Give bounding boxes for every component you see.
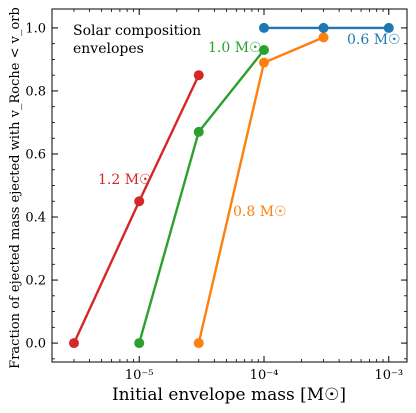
series-line: [72, 74, 200, 344]
data-point: [318, 22, 329, 33]
x-tick-label: 10⁻⁴: [250, 368, 279, 383]
annotation-line-1: Solar composition: [73, 23, 201, 39]
data-point: [193, 70, 204, 81]
y-tick-label: 0.4: [25, 211, 46, 226]
data-point: [258, 57, 269, 68]
data-point: [134, 338, 145, 349]
data-point: [383, 22, 394, 33]
x-tick-label: 10⁻³: [374, 368, 403, 383]
axis-ticks: 10⁻⁵ 10⁻⁴ 10⁻³ 0.0 0.2 0.4 0.6 0.8 1.0: [25, 9, 407, 383]
y-tick-label: 1.0: [25, 21, 46, 36]
series-label: 0.6 M☉: [347, 32, 401, 48]
data-point: [134, 196, 145, 207]
series-line: [138, 49, 265, 344]
data-point: [258, 44, 269, 55]
x-tick-label: 10⁻⁵: [125, 368, 154, 383]
series-label: 1.2 M☉: [98, 172, 152, 188]
data-point: [258, 22, 269, 33]
y-tick-label: 0.6: [25, 147, 46, 162]
data-point: [193, 338, 204, 349]
data-point: [318, 32, 329, 43]
y-tick-label: 0.8: [25, 84, 46, 99]
y-axis-label: Fraction of ejected mass ejected with v_…: [8, 7, 23, 369]
x-axis-label: Initial envelope mass [M☉]: [112, 385, 346, 405]
data-point: [68, 338, 79, 349]
series-label: 0.8 M☉: [233, 204, 287, 220]
series-labels: 1.2 M☉ 1.0 M☉ 0.8 M☉ 0.6 M☉: [98, 32, 401, 220]
y-tick-label: 0.2: [25, 274, 46, 289]
series-label: 1.0 M☉: [208, 40, 262, 56]
series-line: [197, 36, 324, 344]
series-group: [68, 22, 394, 349]
data-point: [193, 126, 204, 137]
annotation-line-2: envelopes: [73, 41, 144, 57]
y-tick-label: 0.0: [25, 337, 46, 352]
